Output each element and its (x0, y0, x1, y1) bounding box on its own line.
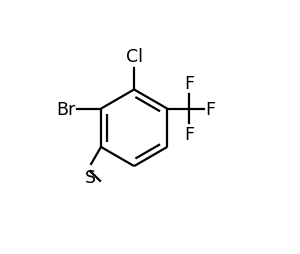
Text: F: F (184, 75, 194, 92)
Text: Cl: Cl (126, 48, 142, 66)
Text: F: F (184, 126, 194, 144)
Text: Br: Br (56, 100, 75, 118)
Text: F: F (206, 100, 216, 118)
Text: S: S (85, 169, 96, 186)
